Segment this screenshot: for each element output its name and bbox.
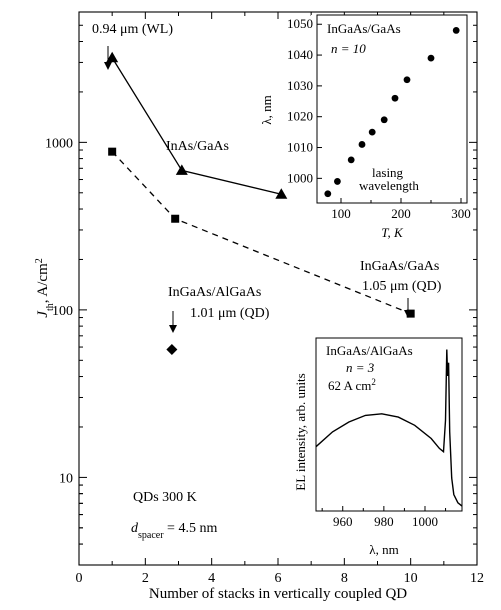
dspacer-d: d [131, 521, 139, 536]
temperature-data-point [324, 190, 332, 198]
square-marker [171, 214, 180, 223]
qds-temperature-annotation: QDs 300 K [133, 490, 197, 505]
inset-temperature-points [324, 27, 460, 198]
main-x-tick-label: 12 [470, 571, 484, 586]
dspacer-sub: spacer [138, 530, 164, 541]
inset-spectrum-x-tick-label: 980 [374, 514, 394, 529]
main-x-tick-label: 4 [208, 571, 215, 586]
inset-temperature-y-tick-label: 1000 [287, 170, 313, 185]
inset-spectrum-title: InGaAs/AlGaAs [326, 343, 413, 358]
inset-temperature-x-label: T, K [381, 225, 404, 240]
inset-spectrum-n-label: n = 3 [346, 360, 375, 375]
wl-arrow-icon [104, 46, 112, 70]
inset-temperature-title: InGaAs/GaAs [327, 21, 401, 36]
inset-temperature-y-tick-label: 1050 [287, 16, 313, 31]
main-x-axis-label: Number of stacks in vertically coupled Q… [149, 586, 407, 602]
dspacer-value: = 4.5 nm [164, 521, 218, 536]
inset-temperature-x-tick-label: 300 [451, 206, 471, 221]
inset-temperature-note-line2: wavelength [359, 178, 419, 193]
temperature-data-point [452, 27, 460, 34]
main-series [106, 51, 415, 356]
wl-annotation: 0.94 μm (WL) [92, 22, 173, 37]
main-y-label-sub: th [45, 303, 56, 311]
main-y-axis-label: Jth, A/cm2 [34, 258, 56, 317]
inas-gaas-annotation: InAs/GaAs [166, 139, 229, 154]
inset-spectrum-axes: 960 980 1000 [321, 506, 447, 529]
main-x-tick-label: 10 [404, 571, 418, 586]
inset-spectrum-current: 62 A cm2 [328, 377, 376, 393]
main-y-label-j: J [35, 310, 51, 318]
inset-spectrum-x-tick-label: 960 [333, 514, 353, 529]
triangle-marker [175, 164, 188, 175]
inset-spectrum-x-label: λ, nm [369, 542, 398, 557]
inset-temperature-y-tick-label: 1010 [287, 140, 313, 155]
main-y-tick-label: 100 [52, 304, 73, 319]
ingaas-algaas-wavelength: 1.01 μm (QD) [190, 306, 270, 321]
inset-spectrum-current-value: 62 A cm [328, 378, 371, 393]
inset-temperature-note-line1: lasing [372, 165, 404, 180]
inset-temperature-x-tick-label: 100 [331, 206, 351, 221]
temperature-data-point [368, 128, 376, 136]
inset-spectrum-current-sup: 2 [371, 377, 376, 387]
inset-temperature-background [311, 15, 467, 203]
temperature-data-point [403, 76, 411, 84]
main-series-line [111, 57, 282, 195]
main-x-tick-label: 6 [275, 571, 282, 586]
main-y-label-unit: , A/cm [35, 263, 51, 303]
inset-spectrum-frame [315, 337, 463, 512]
main-y-label-sup: 2 [34, 258, 45, 263]
main-x-tick-label: 0 [76, 571, 83, 586]
triangle-marker [275, 188, 288, 199]
diamond-marker [166, 344, 178, 356]
dspacer-annotation: dspacer = 4.5 nm [131, 521, 217, 541]
ingaas-gaas-wavelength: 1.05 μm (QD) [362, 279, 442, 294]
main-y-tick-label: 10 [59, 471, 73, 486]
main-y-tick-label: 1000 [45, 136, 73, 151]
triangle-marker [106, 51, 119, 63]
inset-temperature-y-tick-label: 1030 [287, 78, 313, 93]
inset-temperature-y-tick-label: 1020 [287, 109, 313, 124]
inset-temperature-x-tick-label: 200 [391, 206, 411, 221]
temperature-data-point [427, 54, 435, 62]
square-marker [406, 309, 415, 318]
temperature-data-point [347, 156, 355, 164]
main-x-tick-label: 2 [142, 571, 149, 586]
inset-temperature-n-label: n = 10 [331, 41, 366, 56]
square-marker [108, 147, 117, 156]
temperature-data-point [391, 94, 399, 102]
inset-spectrum-y-label: EL intensity, arb. units [293, 373, 308, 490]
gaas-arrow-icon [404, 298, 412, 318]
temperature-data-point [380, 116, 388, 124]
inset-temperature-y-label: λ, nm [259, 95, 274, 124]
algaas-arrow-icon [169, 311, 177, 333]
inset-temperature-axes: 100 200 300 1000 1010 1020 1030 1040 1050 [287, 16, 471, 221]
main-x-tick-label: 8 [341, 571, 348, 586]
inset-spectrum-curve [315, 349, 463, 507]
inset-spectrum-x-tick-label: 1000 [412, 514, 438, 529]
ingaas-gaas-annotation: InGaAs/GaAs [360, 259, 439, 274]
inset-temperature-frame [316, 14, 468, 204]
inset-spectrum-background [293, 333, 467, 535]
temperature-data-point [334, 178, 341, 185]
temperature-data-point [358, 141, 366, 148]
ingaas-algaas-annotation: InGaAs/AlGaAs [168, 285, 261, 300]
inset-temperature-y-tick-label: 1040 [287, 47, 313, 62]
